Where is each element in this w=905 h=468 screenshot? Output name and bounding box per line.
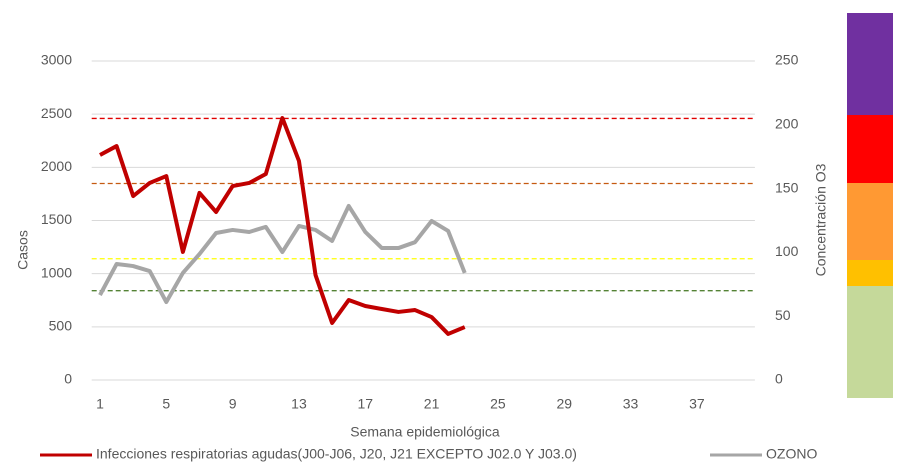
x-tick-label: 13: [291, 396, 307, 412]
y-tick-label: 0: [64, 371, 72, 387]
x-tick-label: 33: [623, 396, 639, 412]
y2-axis-label: Concentración O3: [813, 163, 829, 276]
x-axis-label: Semana epidemiológica: [350, 424, 500, 440]
x-tick-label: 25: [490, 396, 506, 412]
y2-tick-label: 100: [775, 243, 799, 259]
data-line: [98, 203, 467, 305]
y-tick-label: 2500: [41, 105, 72, 121]
x-tick-label: 29: [556, 396, 572, 412]
y2-tick-label: 250: [775, 52, 799, 68]
x-tick-label: 1: [96, 396, 104, 412]
x-tick-label: 5: [162, 396, 170, 412]
legend-label: Infecciones respiratorias agudas(J00-J06…: [96, 446, 577, 462]
y-axis-label: Casos: [15, 230, 31, 270]
y2-tick-label: 0: [775, 371, 783, 387]
x-tick-label: 37: [689, 396, 705, 412]
scale-band: [847, 13, 893, 115]
y2-tick-label: 200: [775, 116, 799, 132]
x-tick-label: 9: [229, 396, 237, 412]
y2-tick-label: 150: [775, 179, 799, 195]
scale-band: [847, 115, 893, 183]
y-tick-label: 1000: [41, 264, 72, 280]
y-tick-label: 2000: [41, 158, 72, 174]
x-tick-label: 17: [357, 396, 373, 412]
x-tick-label: 21: [424, 396, 440, 412]
legend-label: OZONO: [766, 446, 817, 462]
scale-band: [847, 286, 893, 398]
y-tick-label: 1500: [41, 211, 72, 227]
color-scale: [847, 13, 893, 398]
y2-tick-label: 50: [775, 307, 791, 323]
y-tick-label: 500: [49, 318, 73, 334]
y-tick-label: 3000: [41, 52, 72, 68]
scale-band: [847, 260, 893, 286]
scale-band: [847, 183, 893, 260]
data-line: [99, 115, 466, 336]
